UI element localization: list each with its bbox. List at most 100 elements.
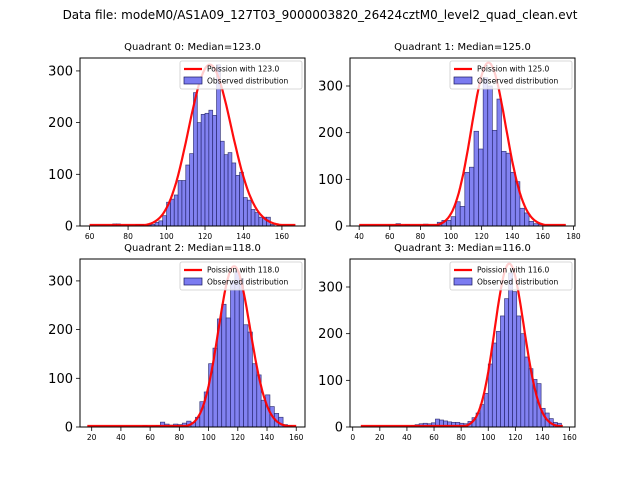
histogram-bar <box>225 317 231 428</box>
histogram-bar <box>234 270 240 428</box>
legend-label-poisson: Poission with 123.0 <box>207 65 280 74</box>
histogram-bar <box>491 129 498 227</box>
histogram-bar <box>478 148 484 227</box>
legend-bar-swatch <box>183 277 203 286</box>
x-tick-label: 120 <box>231 433 246 442</box>
histogram-bar <box>254 212 260 227</box>
histogram-bar <box>239 171 244 227</box>
histogram-bar <box>247 331 253 428</box>
histogram-bar <box>487 85 493 227</box>
axes-frame <box>349 258 576 428</box>
histogram-bar <box>252 363 258 428</box>
subplot-quadrant-3: Quadrant 3: Median=116.0 0 100 200 300 0 20 40 6… <box>318 243 577 442</box>
poisson-curve <box>360 262 563 428</box>
histogram-bar <box>177 180 183 227</box>
x-tick-label: 80 <box>123 232 133 241</box>
x-tick-label: 100 <box>444 232 459 241</box>
y-tick-label: 100 <box>48 372 73 387</box>
y-tick-label: 100 <box>318 173 343 188</box>
legend-label-poisson: Poission with 125.0 <box>477 65 550 74</box>
axes-frame <box>79 258 306 428</box>
legend-label-observed: Observed distribution <box>477 77 558 86</box>
legend-bar-swatch <box>453 76 473 85</box>
histogram-bar <box>181 180 187 227</box>
x-tick-label: 40 <box>116 433 126 442</box>
legend-label-observed: Observed distribution <box>207 77 288 86</box>
x-tick-label: 140 <box>260 433 275 442</box>
legend-bar-swatch <box>183 76 203 85</box>
y-tick-label: 200 <box>318 126 343 141</box>
legend: Poission with 116.0 Observed distribution <box>449 261 573 291</box>
histogram-bar <box>193 92 198 227</box>
y-tick-label: 0 <box>335 220 343 235</box>
histogram-bar <box>238 278 244 428</box>
legend-label-observed: Observed distribution <box>477 278 558 287</box>
subplot-quadrant-0: Quadrant 0: Median=123.0 0 100 200 300 60 80 10… <box>48 42 306 241</box>
histogram-bar <box>512 291 518 428</box>
histogram-bar <box>520 333 526 428</box>
histogram-bar <box>260 399 266 428</box>
histogram-bar <box>231 162 237 227</box>
y-tick-label: 0 <box>335 421 343 436</box>
axes-frame <box>79 57 306 227</box>
y-tick-label: 300 <box>318 80 343 95</box>
y-tick-label: 200 <box>318 327 343 342</box>
figure-suptitle: Data file: modeM0/AS1A09_127T03_90000038… <box>62 8 578 22</box>
x-tick-label: 60 <box>145 433 155 442</box>
subplot-title: Quadrant 2: Median=118.0 <box>124 243 261 254</box>
x-tick-label: 160 <box>536 232 551 241</box>
histogram-bar <box>483 393 489 428</box>
histogram-bars <box>142 270 293 428</box>
y-tick-label: 0 <box>65 421 73 436</box>
histogram-bar <box>235 174 240 227</box>
x-tick-label: 160 <box>275 232 290 241</box>
histogram-bar <box>220 140 225 227</box>
legend-box <box>179 261 303 291</box>
x-tick-label: 40 <box>402 433 412 442</box>
histogram-bar <box>491 342 497 428</box>
x-tick-label: 40 <box>354 232 364 241</box>
x-tick-label: 80 <box>175 433 185 442</box>
x-tick-label: 60 <box>429 433 439 442</box>
histogram-bar <box>173 194 179 227</box>
histogram-bar <box>158 220 164 227</box>
legend: Poission with 125.0 Observed distribution <box>449 60 573 90</box>
subplot-title: Quadrant 1: Median=125.0 <box>394 42 531 53</box>
histogram-bar <box>189 153 194 227</box>
histogram-bar <box>243 197 248 227</box>
y-tick-label: 100 <box>318 374 343 389</box>
x-tick-label: 0 <box>350 433 355 442</box>
legend-box <box>449 261 573 291</box>
x-tick-label: 140 <box>236 232 251 241</box>
x-tick-label: 140 <box>505 232 520 241</box>
histogram-bar <box>496 98 502 227</box>
x-tick-label: 120 <box>474 232 489 241</box>
x-tick-label: 20 <box>87 433 97 442</box>
x-tick-label: 60 <box>385 232 395 241</box>
histogram-bar <box>258 216 264 227</box>
poisson-curve <box>89 63 296 227</box>
histogram-bar <box>227 152 233 227</box>
histogram-bar <box>162 215 167 227</box>
histogram-bar <box>504 298 509 428</box>
subplot-title: Quadrant 3: Median=116.0 <box>394 243 531 254</box>
histogram-bar <box>154 222 160 227</box>
legend-label-poisson: Poission with 118.0 <box>207 266 280 275</box>
histogram-bar <box>510 171 516 227</box>
histogram-bar <box>516 315 522 428</box>
x-tick-label: 100 <box>159 232 174 241</box>
histogram-bar <box>170 198 175 227</box>
subplot-title: Quadrant 0: Median=123.0 <box>124 42 261 53</box>
legend: Poission with 123.0 Observed distribution <box>179 60 303 90</box>
histogram-bars <box>395 77 544 227</box>
subplot-quadrant-2: Quadrant 2: Median=118.0 0 100 200 300 20 40 60… <box>48 243 306 442</box>
y-tick-label: 300 <box>48 64 73 79</box>
y-tick-label: 300 <box>48 274 73 289</box>
legend: Poission with 118.0 Observed distribution <box>179 261 303 291</box>
histogram-bar <box>469 166 475 227</box>
x-tick-label: 100 <box>481 433 496 442</box>
histogram-bar <box>221 303 227 428</box>
histogram-bar <box>250 209 256 227</box>
histogram-bar <box>473 130 479 227</box>
